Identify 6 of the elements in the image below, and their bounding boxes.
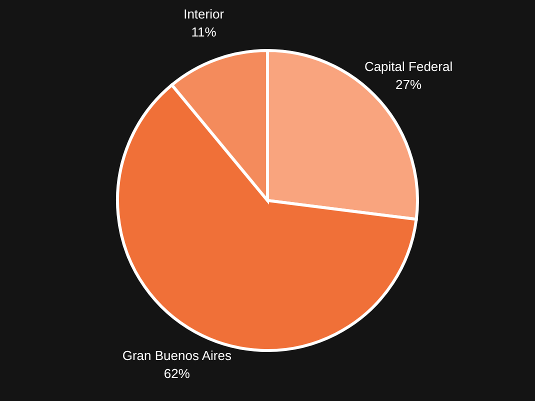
data-label: 27% — [396, 77, 422, 92]
slice-label: Capital Federal — [364, 59, 453, 74]
data-label: 11% — [191, 24, 217, 40]
slice-label: Gran Buenos Aires — [122, 348, 232, 364]
slice-label: Interior — [184, 6, 225, 22]
data-label: 62% — [164, 366, 190, 382]
